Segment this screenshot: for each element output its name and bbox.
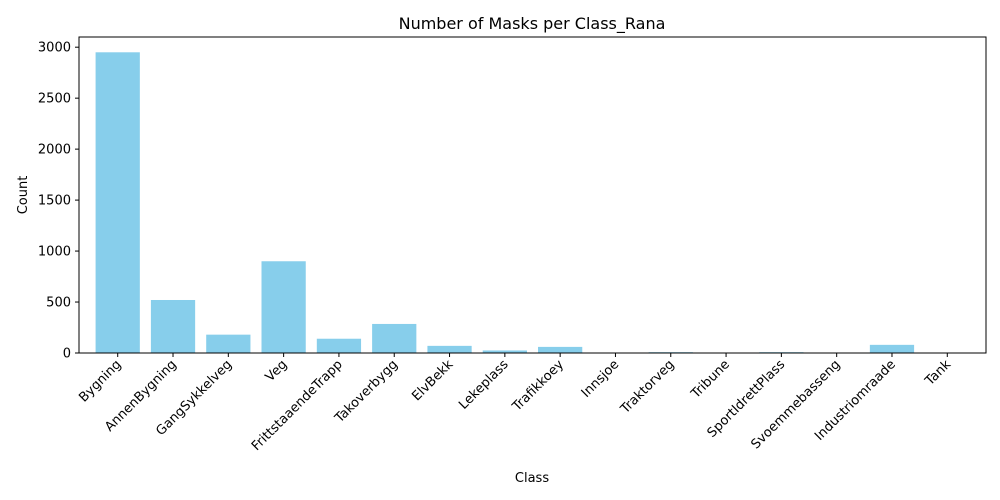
bar-frittstaaendetrapp (316, 338, 362, 353)
bar-gangsykkelveg (206, 334, 251, 353)
y-axis: 0 500 1000 1500 2000 2500 3000 (38, 41, 79, 362)
bar-takoverbygg (372, 323, 417, 353)
x-tick-label: Traktorveg (617, 357, 677, 417)
y-tick-label: 1500 (38, 194, 71, 209)
x-tick-label: Bygning (76, 357, 124, 405)
bars-group (95, 52, 970, 354)
bar-industriomraade (869, 344, 915, 353)
bar-veg (261, 261, 306, 353)
x-tick-label: FrittstaaendeTrapp (249, 357, 346, 454)
bar-annenbygning (150, 299, 196, 353)
bar-elvbekk (427, 345, 472, 353)
y-tick-label: 3000 (38, 41, 71, 56)
y-tick-label: 500 (46, 296, 71, 311)
chart-title: Number of Masks per Class_Rana (399, 14, 666, 34)
y-tick-label: 0 (63, 347, 71, 362)
x-axis-label: Class (515, 471, 549, 486)
x-tick-label: ElvBekk (409, 357, 456, 404)
plot-frame (78, 36, 987, 354)
x-tick-label: Tank (922, 357, 955, 390)
x-tick-label: Trafikkoey (509, 357, 567, 415)
x-tick-label: Innsjoe (579, 357, 623, 401)
x-tick-label: Veg (263, 357, 291, 385)
y-tick-label: 2000 (38, 143, 71, 158)
y-tick-label: 1000 (38, 245, 71, 260)
y-tick-label: 2500 (38, 92, 71, 107)
x-tick-label: Lekeplass (456, 357, 512, 413)
bar-lekeplass (482, 350, 527, 353)
bar-trafikkoey (538, 346, 583, 353)
bar-bygning (95, 52, 140, 354)
x-tick-label: Tribune (688, 357, 733, 402)
y-axis-label: Count (16, 176, 31, 215)
